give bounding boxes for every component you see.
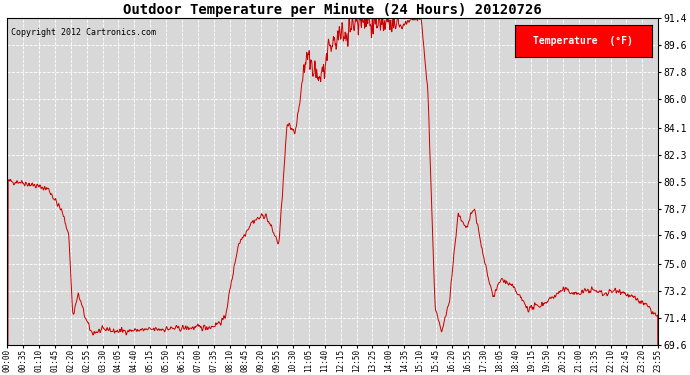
Text: Copyright 2012 Cartronics.com: Copyright 2012 Cartronics.com (10, 28, 155, 37)
Title: Outdoor Temperature per Minute (24 Hours) 20120726: Outdoor Temperature per Minute (24 Hours… (124, 3, 542, 17)
